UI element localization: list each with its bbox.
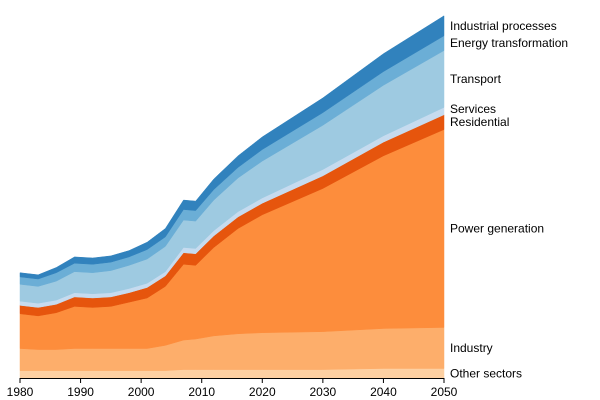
- series-labels: Other sectors Industry Power generation Res…: [450, 19, 568, 380]
- x-tick-label-2030: 2030: [310, 385, 337, 399]
- label-services: Services: [450, 102, 496, 116]
- area-industrial-processes: [19, 15, 445, 280]
- label-industry: Industry: [450, 341, 493, 355]
- label-other-sectors: Other sectors: [450, 366, 522, 380]
- x-tick-label-2040: 2040: [370, 385, 397, 399]
- x-tick-label-2050: 2050: [431, 385, 458, 399]
- x-tick-label-2000: 2000: [128, 385, 155, 399]
- x-tick-label-1990: 1990: [67, 385, 94, 399]
- area-layer: [19, 15, 445, 379]
- x-tick-label-2010: 2010: [188, 385, 215, 399]
- x-tick-label-2020: 2020: [249, 385, 276, 399]
- x-axis: 1980 1990 2000 2010 2020 2030 2040 2050: [7, 378, 458, 399]
- label-energy-transformation: Energy transformation: [450, 36, 568, 50]
- label-residential: Residential: [450, 115, 509, 129]
- x-tick-label-1980: 1980: [7, 385, 34, 399]
- label-power-generation: Power generation: [450, 222, 544, 236]
- label-transport: Transport: [450, 72, 502, 86]
- label-industrial-processes: Industrial processes: [450, 19, 557, 33]
